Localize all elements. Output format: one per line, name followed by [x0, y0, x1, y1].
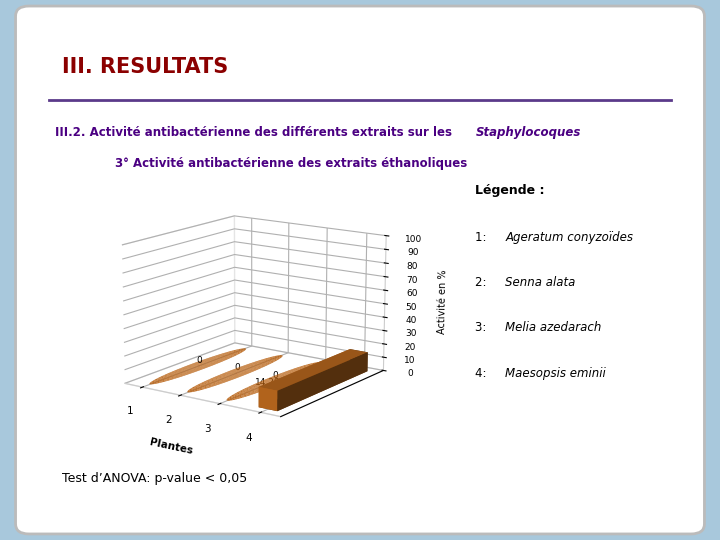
Text: Staphylocoques: Staphylocoques: [476, 126, 581, 139]
Text: 1:: 1:: [475, 231, 490, 244]
Text: Légende :: Légende :: [475, 184, 545, 197]
Text: Maesopsis eminii: Maesopsis eminii: [505, 367, 606, 380]
Text: Senna alata: Senna alata: [505, 276, 575, 289]
X-axis label: Plantes: Plantes: [148, 437, 194, 456]
Text: III. RESULTATS: III. RESULTATS: [62, 57, 228, 77]
FancyBboxPatch shape: [16, 6, 704, 534]
Text: 2:: 2:: [475, 276, 490, 289]
Text: 3° Activité antibactérienne des extraits éthanoliques: 3° Activité antibactérienne des extraits…: [115, 157, 467, 170]
Text: Melia azedarach: Melia azedarach: [505, 321, 601, 334]
Text: Test d’ANOVA: p-value < 0,05: Test d’ANOVA: p-value < 0,05: [62, 471, 247, 484]
Text: 4:: 4:: [475, 367, 490, 380]
Text: 3:: 3:: [475, 321, 490, 334]
Text: III.2. Activité antibactérienne des différents extraits sur les: III.2. Activité antibactérienne des diff…: [55, 126, 456, 139]
Text: Ageratum conyzoïdes: Ageratum conyzoïdes: [505, 231, 633, 244]
